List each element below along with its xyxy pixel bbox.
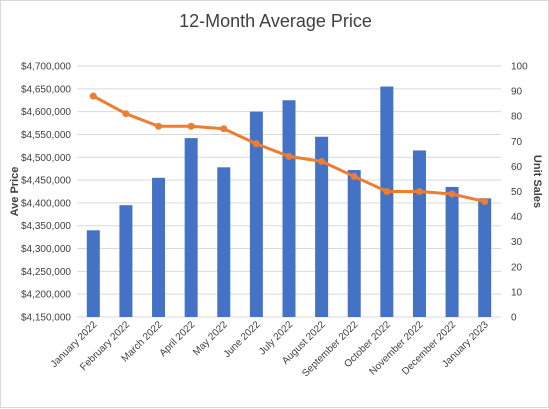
y-axis-title: Ave Price bbox=[9, 167, 21, 217]
y2-tick-label: 50 bbox=[511, 187, 523, 198]
line-point bbox=[383, 188, 391, 195]
line-point bbox=[448, 190, 456, 198]
y2-tick-label: 40 bbox=[511, 212, 523, 223]
y2-tick-label: 100 bbox=[511, 62, 528, 73]
line-point bbox=[252, 140, 260, 148]
y-tick-label: $4,350,000 bbox=[21, 221, 71, 232]
y2-axis-title: Unit Sales bbox=[531, 155, 543, 208]
bar bbox=[478, 198, 492, 317]
y-tick-label: $4,400,000 bbox=[21, 198, 71, 209]
line-point bbox=[89, 92, 97, 100]
y2-tick-label: 70 bbox=[511, 137, 523, 148]
y-tick-label: $4,450,000 bbox=[21, 176, 71, 187]
bar bbox=[412, 150, 426, 317]
y2-tick-label: 90 bbox=[511, 87, 523, 98]
y-tick-label: $4,200,000 bbox=[21, 290, 71, 301]
bar bbox=[347, 170, 361, 317]
bar bbox=[184, 138, 198, 317]
bar bbox=[315, 136, 329, 317]
line-point bbox=[318, 157, 326, 165]
bar bbox=[119, 205, 133, 317]
y2-tick-label: 60 bbox=[511, 162, 523, 173]
bar bbox=[86, 230, 100, 317]
line-point bbox=[220, 125, 228, 133]
line-point bbox=[415, 188, 423, 195]
y-tick-label: $4,250,000 bbox=[21, 267, 71, 278]
bar bbox=[445, 186, 459, 317]
y2-tick-label: 0 bbox=[511, 313, 517, 324]
y2-tick-label: 80 bbox=[511, 112, 523, 123]
y-tick-label: $4,650,000 bbox=[21, 84, 71, 95]
y2-tick-label: 10 bbox=[511, 287, 523, 298]
bar bbox=[380, 86, 394, 317]
chart-title: 12-Month Average Price bbox=[179, 11, 372, 31]
bar bbox=[282, 100, 296, 318]
line-point bbox=[122, 110, 130, 118]
y-tick-label: $4,150,000 bbox=[21, 313, 71, 324]
y-tick-label: $4,600,000 bbox=[21, 107, 71, 118]
y-tick-label: $4,500,000 bbox=[21, 153, 71, 164]
y-tick-label: $4,550,000 bbox=[21, 130, 71, 141]
y-tick-label: $4,700,000 bbox=[21, 62, 71, 73]
y2-tick-label: 30 bbox=[511, 237, 523, 248]
y-tick-label: $4,300,000 bbox=[21, 244, 71, 255]
line-point bbox=[481, 198, 489, 206]
bar bbox=[217, 167, 231, 317]
bar bbox=[152, 177, 166, 317]
line-point bbox=[155, 122, 163, 130]
y2-tick-label: 20 bbox=[511, 262, 523, 273]
bar bbox=[249, 111, 263, 318]
line-point bbox=[350, 172, 358, 180]
x-tick-label: April 2022 bbox=[158, 319, 198, 359]
line-point bbox=[285, 152, 293, 160]
line-point bbox=[187, 122, 195, 130]
x-tick-label: September 2022 bbox=[300, 319, 360, 379]
